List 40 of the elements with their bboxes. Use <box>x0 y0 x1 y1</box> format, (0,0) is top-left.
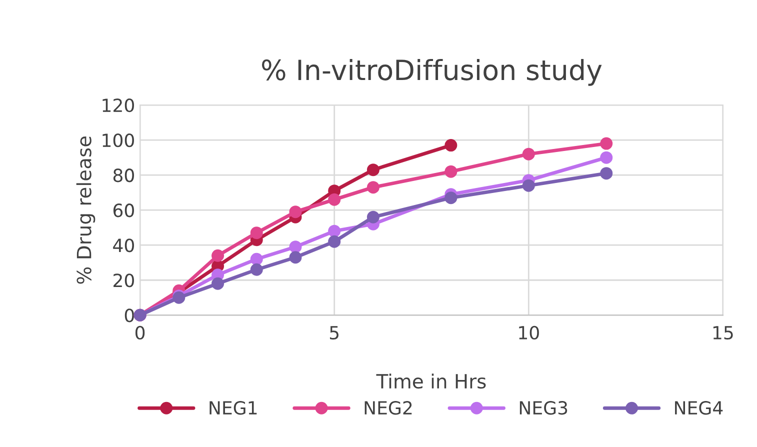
x-tick-label: 5 <box>330 326 339 340</box>
y-tick-label: 0 <box>124 308 134 322</box>
legend-label: NEG3 <box>520 401 568 415</box>
point <box>289 240 302 254</box>
y-tick-label: 100 <box>102 134 134 148</box>
point <box>444 139 458 152</box>
point <box>600 167 613 180</box>
y-axis-title: % Drug release <box>76 136 96 284</box>
point <box>522 148 535 160</box>
chart-title: % In-vitroDiffusion study <box>262 58 602 86</box>
point <box>250 263 263 276</box>
point <box>250 252 263 266</box>
point <box>444 165 458 178</box>
y-tick-label: 80 <box>113 168 134 182</box>
point <box>328 235 341 248</box>
y-tick-label: 40 <box>113 238 134 252</box>
point <box>289 251 302 264</box>
x-axis-title: Time in Hrs <box>376 374 486 389</box>
point <box>366 210 380 224</box>
point <box>328 224 341 238</box>
x-tick-label: 15 <box>713 326 733 340</box>
point <box>366 181 380 194</box>
y-tick-label: 120 <box>102 98 134 112</box>
point <box>522 179 535 192</box>
point <box>328 193 341 206</box>
point <box>366 164 380 176</box>
y-tick-label: 60 <box>113 204 134 218</box>
x-tick-label: 0 <box>135 326 145 340</box>
legend-label: NEG1 <box>210 401 257 415</box>
y-tick-label: 20 <box>114 274 134 288</box>
point <box>600 137 613 150</box>
legend-label: NEG4 <box>675 401 723 415</box>
point <box>212 249 224 262</box>
point <box>212 277 224 290</box>
legend-label: NEG2 <box>364 401 412 415</box>
x-tick-label: 10 <box>519 326 539 340</box>
point <box>444 192 458 204</box>
point <box>289 206 302 218</box>
point <box>250 226 263 240</box>
point <box>600 151 613 164</box>
